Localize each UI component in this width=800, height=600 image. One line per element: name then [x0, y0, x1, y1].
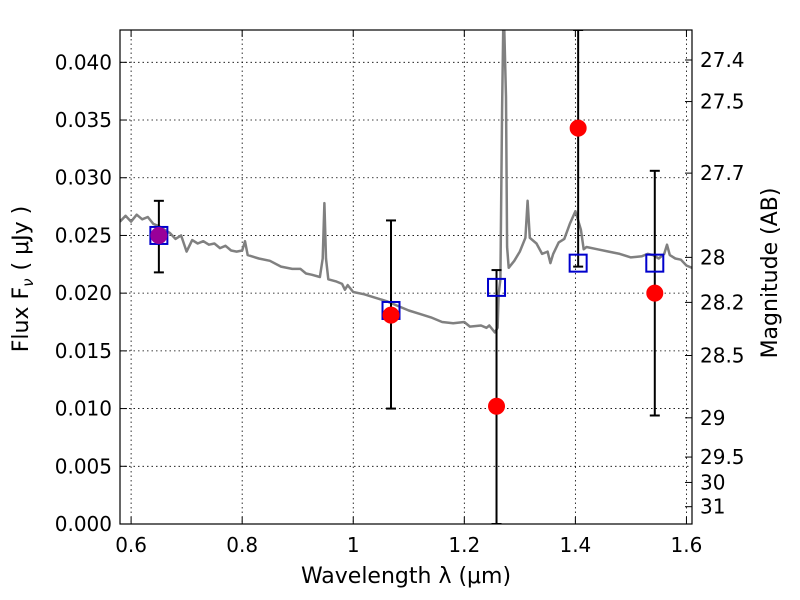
y-tick-label: 0.010 — [55, 397, 112, 421]
y2-tick-label: 29.5 — [700, 445, 745, 469]
y2-tick-label: 27.4 — [700, 48, 745, 72]
x-axis-label: Wavelength λ (μm) — [301, 564, 511, 589]
plot-area — [120, 30, 692, 524]
y2-tick-label: 27.5 — [700, 90, 745, 114]
observed-photometry-point — [646, 284, 664, 302]
x-tick-label: 0.6 — [115, 533, 147, 557]
y-axis-label-subscript: ν — [19, 278, 37, 286]
y2-tick-label: 28.2 — [700, 290, 745, 314]
spectrum-line — [120, 30, 692, 334]
y2-tick-label: 27.7 — [700, 161, 745, 185]
model-photometry-square — [568, 253, 588, 273]
x-tick-label: 1.2 — [448, 533, 480, 557]
y2-tick-label: 31 — [700, 495, 725, 519]
y-axis-label: Flux Fν ( μJy ) — [9, 206, 37, 352]
x-tick-label: 1.6 — [671, 533, 703, 557]
y-tick-label: 0.040 — [55, 50, 112, 74]
y-tick-label: 0.000 — [55, 512, 112, 536]
y-tick-label: 0.020 — [55, 281, 112, 305]
ticks: 0.6 0.8 1 1.2 1.4 1.6 0.000 0.005 0.010 0.015 0.02… — [55, 30, 745, 557]
y-axis-label-text: Flux F — [9, 287, 34, 352]
y-tick-label: 0.030 — [55, 166, 112, 190]
x-tick-label: 1.4 — [559, 533, 591, 557]
observed-photometry-point — [488, 397, 506, 415]
y-tick-label: 0.015 — [55, 339, 112, 363]
plot-frame — [119, 29, 693, 525]
y2-tick-label: 30 — [700, 470, 725, 494]
observed-photometry-point — [569, 119, 587, 137]
x-tick-label: 0.8 — [226, 533, 258, 557]
model-photometry-square — [487, 277, 507, 297]
observed-photometry-point — [382, 306, 400, 324]
y-tick-label: 0.035 — [55, 108, 112, 132]
y-tick-label: 0.005 — [55, 454, 112, 478]
y2-tick-label: 29 — [700, 406, 725, 430]
y2-axis-label: Magnitude (AB) — [758, 188, 783, 359]
y-tick-label: 0.025 — [55, 223, 112, 247]
x-tick-label: 1 — [347, 533, 360, 557]
y-axis-label-unit: ( μJy ) — [9, 206, 34, 271]
y2-tick-label: 28.5 — [700, 343, 745, 367]
y2-tick-label: 28 — [700, 245, 725, 269]
model-photometry-square — [645, 253, 665, 273]
observed-photometry-point — [150, 226, 168, 244]
